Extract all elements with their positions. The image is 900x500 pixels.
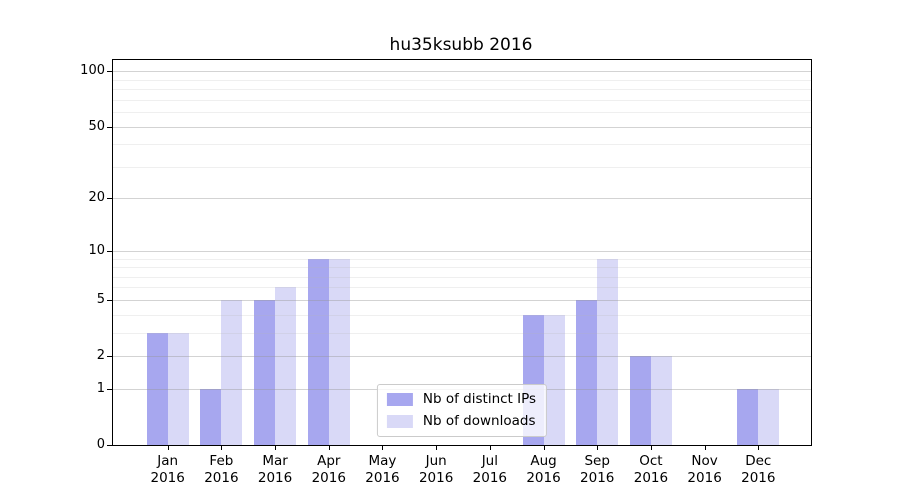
y-tick-label: 2 xyxy=(96,348,105,364)
y-tick-mark xyxy=(107,198,113,200)
x-tick-mark xyxy=(489,445,491,450)
x-tick-label: Sep 2016 xyxy=(580,453,615,486)
y-grid-major xyxy=(113,126,811,128)
x-tick-mark xyxy=(328,445,330,450)
legend-swatch-distinct-ips xyxy=(386,393,413,406)
y-tick-mark xyxy=(107,250,113,252)
y-tick-label: 100 xyxy=(80,63,105,79)
y-grid-major xyxy=(113,250,811,252)
x-tick-label: Oct 2016 xyxy=(633,453,669,486)
bar-distinct-ips xyxy=(146,332,168,445)
y-tick-label: 10 xyxy=(88,242,105,258)
y-grid-minor xyxy=(113,314,811,316)
y-tick-mark xyxy=(107,388,113,390)
plot-area: 100 50 20 10 5 2 1 0 Jan 2016 Feb 2016 Mar 2016 Apr… xyxy=(80,59,812,486)
y-tick-mark xyxy=(107,445,113,446)
bar-downloads xyxy=(328,258,350,445)
x-tick-mark xyxy=(704,445,706,450)
x-tick-mark xyxy=(382,445,384,450)
x-tick-mark xyxy=(436,445,438,450)
legend-label: Nb of downloads xyxy=(422,413,536,429)
bar-downloads xyxy=(275,287,297,445)
x-tick-mark xyxy=(758,445,760,450)
x-tick-label: Mar 2016 xyxy=(257,453,293,486)
x-tick-mark xyxy=(221,445,223,450)
bar-downloads xyxy=(167,332,189,445)
bar-downloads xyxy=(597,258,619,445)
x-tick-label: May 2016 xyxy=(365,453,400,486)
y-tick-mark xyxy=(107,126,113,128)
y-grid-minor xyxy=(113,267,811,269)
y-tick-label: 1 xyxy=(96,380,105,396)
y-grid-minor xyxy=(113,89,811,91)
y-grid-minor xyxy=(113,112,811,114)
y-grid-major xyxy=(113,198,811,200)
y-grid-major xyxy=(113,356,811,358)
chart-title: hu35ksubb 2016 xyxy=(389,35,533,55)
x-tick-mark xyxy=(167,445,169,450)
y-tick-label: 5 xyxy=(96,291,105,307)
y-tick-mark xyxy=(107,356,113,358)
y-grid-minor xyxy=(113,79,811,81)
bar-distinct-ips xyxy=(254,299,276,445)
bar-downloads xyxy=(758,388,780,445)
x-tick-label: Nov 2016 xyxy=(687,453,722,486)
x-tick-label: Jun 2016 xyxy=(418,453,454,486)
x-tick-mark xyxy=(650,445,652,450)
x-tick-mark xyxy=(597,445,599,450)
y-grid-major xyxy=(113,299,811,301)
x-tick-mark xyxy=(543,445,545,450)
x-tick-mark xyxy=(275,445,277,450)
legend-row: Nb of distinct IPs xyxy=(386,391,537,407)
bar-distinct-ips xyxy=(629,356,651,445)
y-tick-label: 20 xyxy=(88,190,105,206)
legend-row: Nb of downloads xyxy=(386,413,536,429)
bar-downloads xyxy=(221,299,243,445)
bar-distinct-ips xyxy=(737,388,759,445)
x-tick-label: Apr 2016 xyxy=(311,453,346,486)
y-tick-mark xyxy=(107,71,113,73)
y-grid-minor xyxy=(113,144,811,146)
x-tick-label: Dec 2016 xyxy=(741,453,776,486)
x-tick-label: Aug 2016 xyxy=(526,453,561,486)
x-tick-label: Jan 2016 xyxy=(150,453,185,486)
y-grid-minor xyxy=(113,99,811,101)
y-grid-major xyxy=(113,71,811,73)
bar-downloads xyxy=(543,314,565,445)
y-tick-label: 50 xyxy=(88,118,105,134)
legend-swatch-downloads xyxy=(386,415,413,428)
y-grid-minor xyxy=(113,332,811,334)
y-tick-mark xyxy=(107,299,113,301)
legend: Nb of distinct IPs Nb of downloads xyxy=(376,384,548,437)
bar-distinct-ips xyxy=(200,388,222,445)
bar-downloads xyxy=(650,356,672,445)
legend-label: Nb of distinct IPs xyxy=(422,391,537,407)
y-grid-minor xyxy=(113,258,811,260)
x-tick-label: Feb 2016 xyxy=(204,453,239,486)
y-tick-label: 0 xyxy=(96,437,105,452)
y-grid-minor xyxy=(113,287,811,289)
bar-distinct-ips xyxy=(576,299,598,445)
bar-distinct-ips xyxy=(307,258,329,445)
y-grid-minor xyxy=(113,166,811,168)
x-tick-label: Jul 2016 xyxy=(472,453,508,486)
y-grid-minor xyxy=(113,276,811,278)
